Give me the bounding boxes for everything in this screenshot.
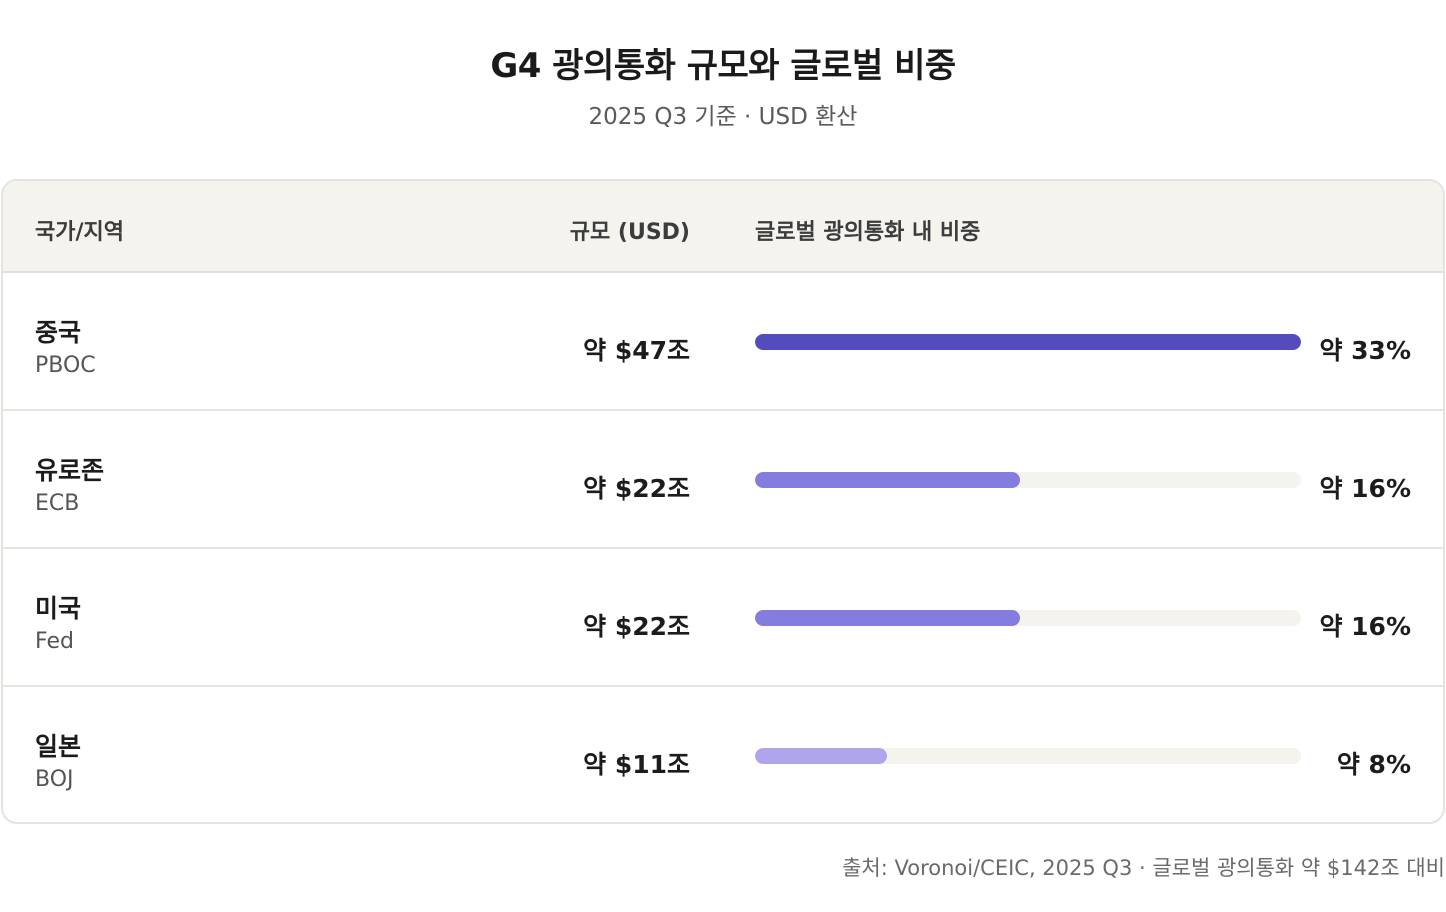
amount-label: 약 $22조 — [583, 612, 690, 641]
share-bar — [755, 472, 1020, 488]
chart-title: G4 광의통화 규모와 글로벌 비중 — [490, 46, 956, 86]
share-label: 약 16% — [1319, 612, 1411, 641]
share-bar — [755, 748, 888, 764]
central-bank: BOJ — [35, 767, 74, 792]
share-bar-track — [755, 334, 1301, 350]
country-name: 일본 — [35, 732, 82, 761]
amount-label: 약 $47조 — [583, 336, 690, 365]
source-note: 출처: Voronoi/CEIC, 2025 Q3 · 글로벌 광의통화 약 $… — [842, 856, 1445, 880]
chart-subtitle: 2025 Q3 기준 · USD 환산 — [588, 104, 858, 130]
table-body: 중국 PBOC 약 $47조 약 33% 유로존 ECB 약 $22조 약 16… — [3, 273, 1443, 822]
share-table: 국가/지역 규모 (USD) 글로벌 광의통화 내 비중 중국 PBOC 약 $… — [1, 179, 1445, 824]
central-bank: Fed — [35, 629, 74, 654]
share-bar-track — [755, 472, 1301, 488]
table-row: 일본 BOJ 약 $11조 약 8% — [3, 687, 1443, 822]
header-country: 국가/지역 — [35, 220, 124, 245]
share-label: 약 33% — [1319, 336, 1411, 365]
header-share: 글로벌 광의통화 내 비중 — [755, 220, 981, 245]
amount-label: 약 $11조 — [583, 750, 690, 779]
amount-label: 약 $22조 — [583, 474, 690, 503]
share-bar-track — [755, 610, 1301, 626]
table-header: 국가/지역 규모 (USD) 글로벌 광의통화 내 비중 — [3, 181, 1443, 273]
central-bank: PBOC — [35, 353, 96, 378]
table-row: 유로존 ECB 약 $22조 약 16% — [3, 411, 1443, 549]
country-name: 유로존 — [35, 456, 105, 485]
table-row: 미국 Fed 약 $22조 약 16% — [3, 549, 1443, 687]
share-label: 약 16% — [1319, 474, 1411, 503]
share-bar-track — [755, 748, 1301, 764]
central-bank: ECB — [35, 491, 80, 516]
country-name: 미국 — [35, 594, 82, 623]
header-size: 규모 (USD) — [569, 220, 690, 245]
share-bar — [755, 334, 1301, 350]
share-label: 약 8% — [1336, 750, 1411, 779]
country-name: 중국 — [35, 318, 82, 347]
share-bar — [755, 610, 1020, 626]
table-row: 중국 PBOC 약 $47조 약 33% — [3, 273, 1443, 411]
